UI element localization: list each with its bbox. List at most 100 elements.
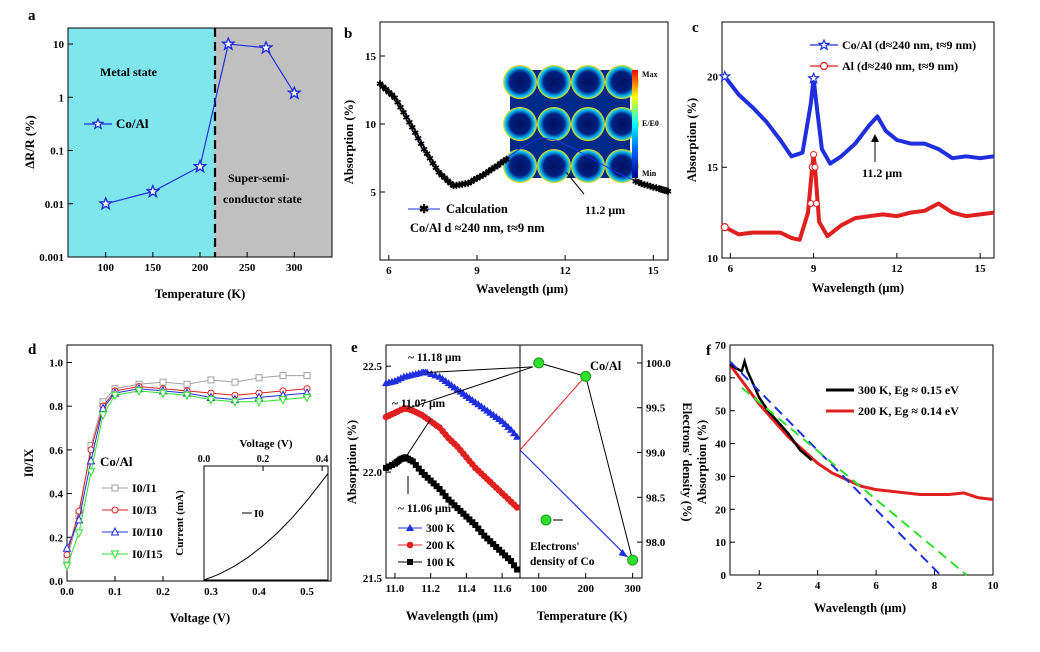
b-y-tick-label: 15: [365, 51, 377, 63]
e-point-100k: [412, 462, 419, 469]
b-xlabel: Wavelength (μm): [476, 282, 568, 296]
e-legend-marker-density: [540, 514, 552, 526]
field-cell: [571, 149, 605, 183]
b-point-calc: ✱: [661, 186, 669, 196]
d-inset-xlabel: Voltage (V): [239, 438, 292, 450]
e-legend-label: 100 K: [426, 557, 455, 569]
b-point-calc: ✱: [488, 165, 496, 175]
colorbar-mid: E/E0: [642, 119, 659, 128]
b-point-calc: ✱: [659, 185, 667, 195]
e-x-tick-label: 11.0: [386, 583, 405, 595]
d-point-i15: [254, 398, 264, 407]
colorbar-max: Max: [642, 70, 658, 79]
b-point-calc: ✱: [485, 167, 493, 177]
panel-e: e 11.0 11.2 11.4 11.6 21.5 22.0 22.5 100 200 300 9…: [345, 340, 694, 623]
d-point-i10: [98, 403, 108, 412]
field-cell: [537, 107, 571, 141]
b-point-calc: ✱: [432, 163, 440, 173]
a-x-tick-label: 100: [97, 262, 114, 274]
b-point-calc: ✱: [464, 178, 472, 188]
b-point-calc: ✱: [400, 107, 408, 117]
f-line-200k: [728, 363, 994, 501]
b-point-calc: ✱: [441, 173, 449, 183]
b-annotation-pointer: [565, 171, 585, 195]
b-point-calc: ✱: [391, 93, 399, 103]
e-point-100k: [475, 525, 482, 532]
a-ylabel: ΔR/R (%): [23, 115, 37, 168]
f-y-tick-label: 50: [715, 406, 727, 418]
e-rx-tick-label: 100: [531, 583, 548, 595]
d-legend-label: I0/I10: [132, 525, 163, 539]
d-point-i1: [279, 372, 287, 380]
legend-coal: Co/Al: [116, 116, 149, 131]
d-inset-ylabel: Current (mA): [174, 490, 186, 556]
d-point-i1: [231, 378, 239, 386]
legend-al: Al (d≈240 nm, t≈9 nm): [842, 59, 958, 73]
a-x-tick-label: 200: [192, 262, 209, 274]
f-fit-200k: [741, 386, 968, 576]
b-point-calc: ✱: [473, 174, 481, 184]
panel-label-a: a: [28, 8, 36, 24]
e-rx-tick-label: 200: [577, 583, 594, 595]
d-legend-label: I0/I3: [132, 503, 157, 517]
c-y-tick-label: 15: [707, 162, 719, 174]
c-point-al: [811, 163, 819, 171]
a-x-tick-label: 250: [239, 262, 256, 274]
e-legend-marker: [406, 541, 414, 549]
d-point-i15: [74, 529, 84, 539]
f-y-tick-label: 0: [721, 570, 727, 582]
b-point-calc: ✱: [647, 181, 655, 191]
d-xlabel: Voltage (V): [170, 611, 230, 625]
d-x-tick-label: 0.2: [156, 586, 170, 598]
b-point-calc: ✱: [435, 168, 443, 178]
field-map-inset: Max E/E0 Min: [503, 65, 659, 183]
b-point-calc: ✱: [453, 181, 461, 191]
d-y-tick-label: 0.2: [49, 532, 63, 544]
b-ylabel: Absorption (%): [342, 100, 356, 184]
e-point-200k: [513, 504, 521, 511]
b-point-calc: ✱: [423, 149, 431, 159]
d-point-i15: [278, 396, 288, 405]
b-point-calc: ✱: [641, 180, 649, 190]
f-xlabel: Wavelength (μm): [814, 601, 906, 615]
semiconductor-label-2: conductor state: [223, 192, 302, 206]
d-point-i15: [62, 562, 72, 571]
e-point-100k: [409, 458, 416, 465]
panel-a: a Metal state Super-semi- conductor stat…: [23, 8, 333, 301]
d-point-i1: [159, 378, 167, 386]
b-point-calc: ✱: [476, 172, 484, 182]
e-density-point: [580, 370, 592, 382]
b-annotation: 11.2 μm: [585, 203, 625, 217]
e-link-200k: [407, 366, 533, 410]
b-sublabel: Co/Al d ≈240 nm, t≈9 nm: [410, 221, 545, 235]
field-cell: [605, 107, 639, 141]
c-point-coal: [807, 72, 820, 84]
e-density-point: [533, 357, 545, 369]
b-point-calc: ✱: [447, 178, 455, 188]
b-point-calc: ✱: [650, 182, 658, 192]
semiconductor-label-1: Super-semi-: [228, 171, 290, 185]
e-rx-tick-label: 300: [624, 583, 641, 595]
b-point-calc: ✱: [657, 184, 665, 194]
e-ry-tick-label: 98.5: [646, 492, 666, 504]
d-point-i15: [206, 396, 216, 405]
legend-coal-c: Co/Al (d≈240 nm, t≈9 nm): [842, 38, 976, 52]
b-point-calc: ✱: [638, 179, 646, 189]
b-point-calc: ✱: [444, 176, 452, 186]
b-point-calc: ✱: [429, 158, 437, 168]
b-point-calc: ✱: [459, 180, 467, 190]
b-x-tick-label: 15: [648, 265, 660, 277]
e-point-300k: [513, 432, 522, 440]
a-y-tick-label: 1: [59, 92, 65, 104]
e-xlabel: Wavelength (μm): [406, 609, 498, 623]
b-point-calc: ✱: [376, 79, 384, 89]
a-line-coal: [105, 43, 295, 205]
c-x-tick-label: 12: [891, 263, 903, 275]
d-inset: 0.0 0.2 0.4 Voltage (V) Current (mA) I0: [174, 438, 329, 581]
e-ylabel: Absorption (%): [345, 420, 359, 504]
f-y-tick-label: 30: [715, 471, 727, 483]
b-point-calc: ✱: [394, 98, 402, 108]
d-inset-tick-label: 0.2: [257, 454, 270, 465]
f-y-tick-label: 60: [715, 373, 727, 385]
